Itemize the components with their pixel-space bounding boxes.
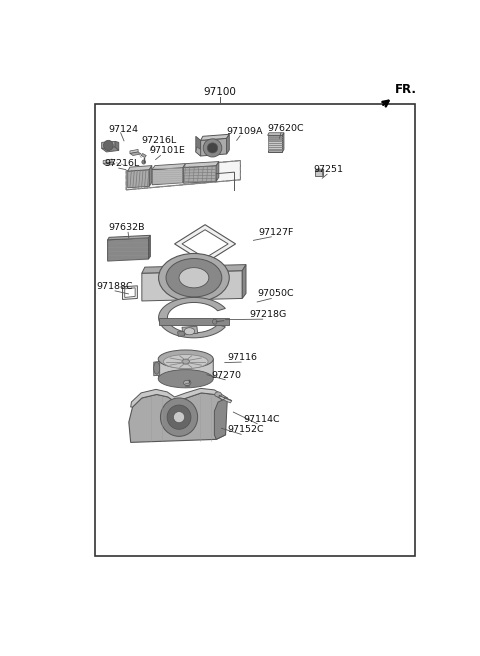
Polygon shape [315, 169, 324, 171]
Ellipse shape [167, 405, 191, 429]
Polygon shape [175, 225, 236, 263]
Ellipse shape [158, 370, 213, 388]
Text: 97251: 97251 [313, 165, 343, 174]
Polygon shape [128, 170, 149, 188]
Polygon shape [129, 393, 226, 442]
Polygon shape [196, 147, 201, 156]
Polygon shape [242, 264, 246, 298]
Polygon shape [130, 150, 138, 154]
Polygon shape [142, 271, 242, 301]
Polygon shape [268, 138, 282, 139]
Ellipse shape [160, 398, 198, 436]
Polygon shape [122, 286, 137, 299]
Ellipse shape [182, 359, 190, 364]
Ellipse shape [183, 380, 191, 385]
Polygon shape [158, 297, 226, 338]
Text: 97127F: 97127F [258, 228, 293, 237]
Polygon shape [142, 264, 246, 273]
Ellipse shape [203, 139, 222, 157]
Polygon shape [182, 326, 198, 335]
Polygon shape [201, 138, 227, 156]
Polygon shape [102, 147, 119, 152]
Polygon shape [158, 318, 229, 325]
Polygon shape [158, 359, 213, 379]
Ellipse shape [163, 354, 208, 369]
Ellipse shape [173, 411, 185, 422]
Text: 97101E: 97101E [149, 146, 185, 155]
Polygon shape [183, 165, 216, 183]
Polygon shape [103, 162, 115, 165]
Bar [96, 104, 415, 556]
Polygon shape [227, 134, 229, 154]
Polygon shape [268, 145, 282, 147]
Polygon shape [268, 147, 282, 148]
Ellipse shape [207, 143, 218, 153]
Ellipse shape [158, 253, 229, 302]
Polygon shape [268, 143, 282, 145]
Text: 97100: 97100 [204, 87, 236, 97]
Ellipse shape [215, 392, 221, 397]
Polygon shape [102, 141, 115, 148]
Polygon shape [196, 136, 201, 156]
Text: 97152C: 97152C [227, 425, 264, 434]
Polygon shape [323, 169, 324, 176]
Polygon shape [149, 165, 152, 186]
Polygon shape [125, 288, 135, 297]
Ellipse shape [158, 350, 213, 368]
Text: 97109A: 97109A [227, 127, 263, 136]
Polygon shape [131, 388, 228, 407]
Polygon shape [183, 161, 219, 168]
Polygon shape [103, 159, 112, 163]
Polygon shape [268, 149, 282, 150]
Polygon shape [224, 398, 232, 403]
Text: FR.: FR. [395, 83, 417, 96]
Polygon shape [130, 152, 141, 155]
Text: 97216L: 97216L [104, 159, 139, 168]
Polygon shape [178, 331, 185, 337]
Text: 97270: 97270 [212, 371, 242, 380]
Text: 97188C: 97188C [96, 282, 133, 291]
Polygon shape [201, 134, 229, 140]
Polygon shape [152, 168, 183, 185]
Polygon shape [267, 133, 284, 135]
Polygon shape [216, 161, 219, 181]
Polygon shape [267, 135, 282, 152]
Text: 97218G: 97218G [249, 310, 287, 319]
Polygon shape [108, 238, 148, 261]
Polygon shape [141, 154, 146, 157]
Ellipse shape [179, 268, 209, 288]
Polygon shape [282, 133, 284, 152]
Ellipse shape [154, 362, 160, 374]
Text: 97116: 97116 [227, 353, 257, 362]
Ellipse shape [213, 319, 217, 324]
Polygon shape [148, 236, 150, 259]
Ellipse shape [104, 140, 113, 150]
Polygon shape [154, 361, 160, 376]
Polygon shape [268, 136, 282, 137]
Polygon shape [152, 163, 185, 170]
Text: 97216L: 97216L [141, 136, 176, 146]
Text: 97632B: 97632B [108, 223, 145, 232]
Ellipse shape [184, 328, 195, 335]
Polygon shape [182, 230, 228, 258]
Polygon shape [268, 140, 282, 141]
Ellipse shape [166, 258, 222, 297]
Polygon shape [128, 165, 152, 171]
Polygon shape [215, 398, 228, 440]
Ellipse shape [142, 160, 145, 164]
Polygon shape [315, 171, 323, 176]
Polygon shape [108, 236, 150, 240]
Text: 97114C: 97114C [243, 415, 280, 424]
Text: 97620C: 97620C [267, 124, 304, 133]
Polygon shape [115, 141, 119, 150]
Text: 97050C: 97050C [257, 289, 294, 298]
Polygon shape [126, 161, 240, 190]
Polygon shape [268, 142, 282, 143]
Text: 97124: 97124 [108, 125, 138, 134]
